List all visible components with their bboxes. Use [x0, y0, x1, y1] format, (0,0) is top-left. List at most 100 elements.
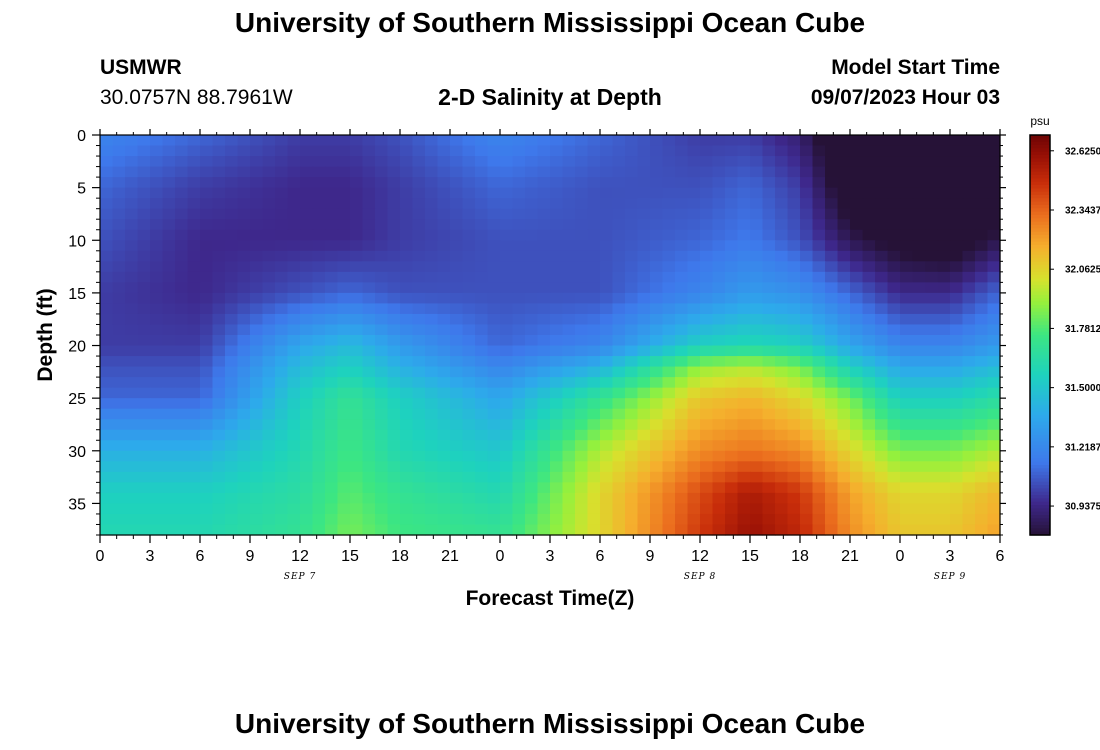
colorbar-segment: [1030, 448, 1050, 453]
heatmap-cell: [887, 503, 901, 515]
heatmap-cell: [312, 471, 326, 483]
heatmap-cell: [262, 177, 276, 189]
heatmap-cell: [912, 166, 926, 178]
colorbar-segment: [1030, 521, 1050, 526]
heatmap-cell: [637, 313, 651, 326]
heatmap-cell: [937, 356, 951, 368]
heatmap-cell: [900, 324, 914, 336]
heatmap-cell: [787, 345, 801, 357]
heatmap-cell: [437, 208, 451, 220]
heatmap-cell: [737, 377, 751, 389]
heatmap-cell: [725, 429, 739, 441]
heatmap-cell: [412, 492, 426, 505]
heatmap-cell: [987, 513, 1001, 526]
y-tick-label: 35: [68, 496, 86, 513]
heatmap-cell: [525, 324, 539, 336]
heatmap-cell: [675, 282, 689, 294]
heatmap-cell: [712, 482, 726, 494]
heatmap-cell: [537, 408, 551, 420]
heatmap-cell: [362, 503, 376, 515]
heatmap-cell: [825, 440, 839, 452]
heatmap-cell: [262, 229, 276, 241]
heatmap-cell: [387, 461, 401, 473]
heatmap-cell: [912, 492, 926, 505]
x-tick-label: 15: [741, 548, 759, 565]
heatmap-cell: [475, 408, 489, 420]
heatmap-cell: [762, 356, 776, 368]
heatmap-cell: [937, 471, 951, 483]
heatmap-cell: [287, 219, 301, 231]
heatmap-cell: [900, 198, 914, 210]
heatmap-cell: [487, 366, 501, 378]
heatmap-cell: [487, 324, 501, 336]
colorbar-segment: [1030, 508, 1050, 513]
heatmap-cell: [200, 198, 214, 210]
heatmap-cell: [687, 503, 701, 515]
heatmap-cell: [300, 177, 314, 189]
heatmap-cell: [737, 250, 751, 262]
heatmap-cell: [787, 366, 801, 378]
colorbar-segment: [1030, 425, 1050, 429]
heatmap-cell: [250, 513, 264, 526]
heatmap-cell: [700, 440, 714, 452]
heatmap-cell: [987, 156, 1001, 168]
heatmap-cell: [500, 313, 514, 326]
heatmap-cell: [987, 313, 1001, 326]
y-tick-label: 5: [77, 181, 86, 198]
heatmap-cell: [612, 187, 626, 199]
heatmap-cell: [300, 440, 314, 452]
heatmap-cell: [712, 408, 726, 420]
heatmap-cell: [887, 492, 901, 505]
heatmap-cell: [712, 461, 726, 473]
heatmap-cell: [962, 450, 976, 462]
heatmap-cell: [425, 429, 439, 441]
heatmap-cell: [425, 440, 439, 452]
heatmap-cell: [300, 261, 314, 273]
heatmap-cell: [287, 419, 301, 431]
colorbar-segment: [1030, 438, 1050, 443]
heatmap-cell: [862, 492, 876, 505]
heatmap-cell: [150, 282, 164, 294]
heatmap-cell: [437, 261, 451, 273]
colorbar-segment: [1030, 281, 1050, 286]
heatmap-cell: [825, 324, 839, 336]
heatmap-cell: [862, 356, 876, 368]
heatmap-cell: [325, 440, 339, 452]
heatmap-cell: [375, 377, 389, 389]
heatmap-cell: [987, 482, 1001, 494]
heatmap-cell: [962, 440, 976, 452]
heatmap-cell: [550, 524, 564, 536]
heatmap-cell: [475, 240, 489, 252]
heatmap-cell: [212, 429, 226, 441]
heatmap-cell: [737, 208, 751, 220]
heatmap-cell: [250, 461, 264, 473]
colorbar-segment: [1030, 298, 1050, 303]
heatmap-cell: [712, 292, 726, 305]
heatmap-cell: [950, 156, 964, 168]
heatmap-cell: [887, 366, 901, 378]
heatmap-cell: [262, 271, 276, 283]
heatmap-cell: [412, 419, 426, 431]
heatmap-cell: [587, 156, 601, 168]
heatmap-cell: [400, 292, 414, 305]
heatmap-cell: [612, 440, 626, 452]
heatmap-cell: [400, 250, 414, 262]
plot-title: 2-D Salinity at Depth: [438, 84, 662, 110]
heatmap-cell: [512, 366, 526, 378]
heatmap-cell: [150, 229, 164, 241]
heatmap-cell: [250, 356, 264, 368]
heatmap-cell: [787, 282, 801, 294]
heatmap-cell: [512, 450, 526, 462]
heatmap-cell: [725, 156, 739, 168]
heatmap-cell: [800, 419, 814, 431]
heatmap-cell: [850, 377, 864, 389]
heatmap-cell: [137, 356, 151, 368]
heatmap-cell: [637, 177, 651, 189]
heatmap-cell: [875, 250, 889, 262]
heatmap-cell: [625, 292, 639, 305]
heatmap-cell: [875, 503, 889, 515]
heatmap-cell: [787, 461, 801, 473]
heatmap-cell: [712, 503, 726, 515]
heatmap-cell: [650, 503, 664, 515]
heatmap-cell: [250, 387, 264, 399]
